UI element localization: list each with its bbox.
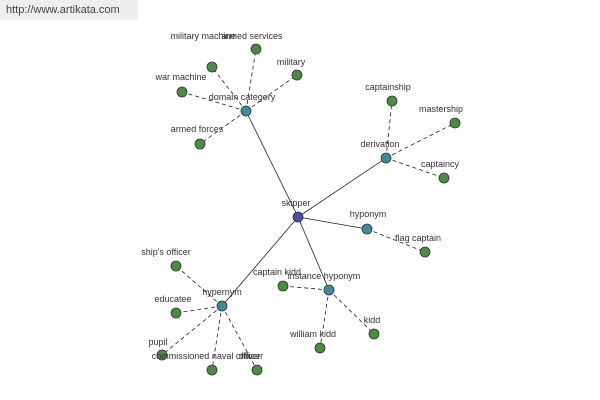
leaf-edge [385,157,445,179]
leaf-label: kidd [364,315,381,325]
relation-edge [221,216,299,307]
leaf-node [438,172,450,184]
leaf-label: war machine [154,72,206,82]
relation-edge [297,216,368,230]
relation-edge [297,216,330,291]
leaf-node [156,349,168,361]
leaf-node [206,61,218,73]
leaf-label: armed services [221,31,283,41]
leaf-label: officer [239,351,263,361]
relation-label: hypernym [202,287,242,297]
leaf-label: william kidd [289,329,336,339]
nodes [156,43,461,376]
leaf-label: educatee [154,294,191,304]
leaf-edge [366,228,426,253]
relation-label: domain category [209,92,276,102]
center-node [292,211,304,223]
leaf-node [449,117,461,129]
leaf-node [277,280,289,292]
leaf-edge [385,100,393,159]
leaf-node [194,138,206,150]
leaf-label: captainship [365,82,411,92]
center-label: skipper [281,198,310,208]
leaf-edge [245,48,257,112]
leaf-node [314,342,326,354]
relation-edge [245,110,299,218]
edges [161,48,456,371]
leaf-node [368,328,380,340]
relation-label: hyponym [350,209,387,219]
relation-label: instance hyponym [288,271,361,281]
leaf-node [291,69,303,81]
leaf-node [206,364,218,376]
leaf-label: captain kidd [253,267,301,277]
leaf-edge [221,305,258,371]
leaf-label: military machine [170,31,235,41]
leaf-edge [211,305,223,371]
relation-label: derivation [360,139,399,149]
leaf-edge [161,305,223,356]
relation-node [361,223,373,235]
leaf-node [250,43,262,55]
relation-node [380,152,392,164]
leaf-edge [245,74,298,112]
leaf-edge [328,289,375,335]
leaf-edge [175,265,223,307]
relation-node [323,284,335,296]
relation-node [240,105,252,117]
leaf-node [386,95,398,107]
leaf-label: pupil [148,337,167,347]
leaf-label: flag captain [395,233,441,243]
leaf-node [419,246,431,258]
leaf-node [251,364,263,376]
leaf-label: captaincy [421,159,460,169]
leaf-edge [385,122,456,159]
leaf-label: commissioned naval officer [152,351,260,361]
leaf-edge [211,66,247,112]
leaf-edge [199,110,247,145]
leaf-label: mastership [419,104,463,114]
leaf-node [170,307,182,319]
leaf-label: ship's officer [141,247,191,257]
leaf-edge [282,285,330,291]
leaf-node [176,86,188,98]
leaf-label: military [277,57,306,67]
relation-edge [297,157,387,218]
leaf-label: armed forces [171,124,224,134]
leaf-edge [319,289,330,349]
leaf-edge [175,305,223,314]
relation-node [216,300,228,312]
watermark: http://www.artikata.com [0,0,138,20]
leaf-node [170,260,182,272]
